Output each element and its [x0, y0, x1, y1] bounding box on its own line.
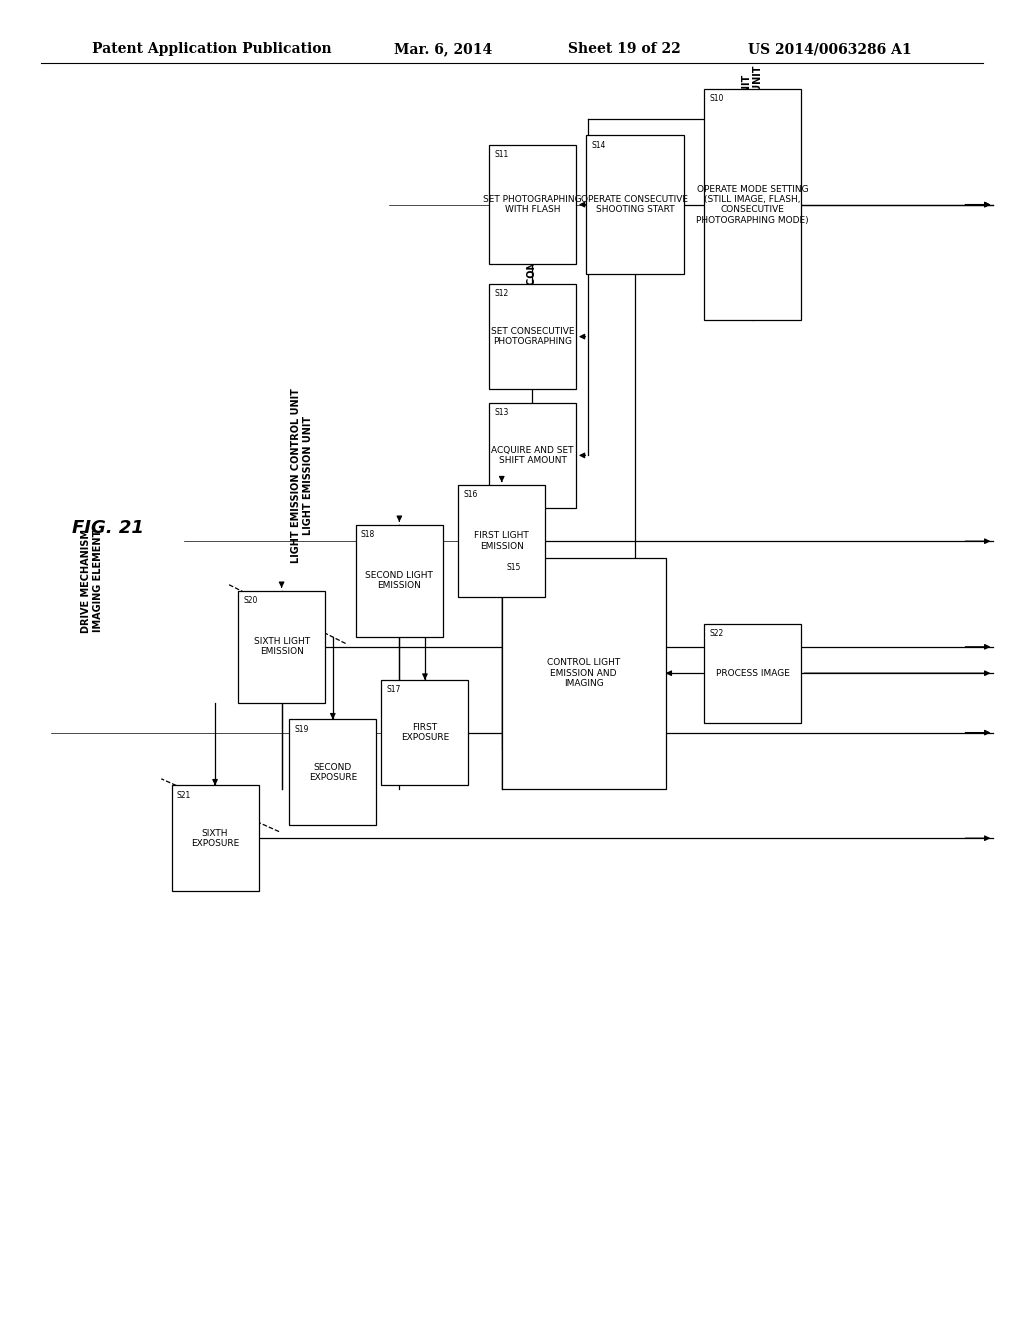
- Text: S22: S22: [709, 630, 723, 638]
- FancyBboxPatch shape: [356, 524, 443, 636]
- Text: OPERATE CONSECUTIVE
SHOOTING START: OPERATE CONSECUTIVE SHOOTING START: [582, 195, 688, 214]
- Text: S13: S13: [495, 408, 509, 417]
- FancyBboxPatch shape: [290, 719, 377, 825]
- FancyBboxPatch shape: [502, 558, 666, 789]
- FancyBboxPatch shape: [381, 680, 469, 785]
- Text: S15: S15: [507, 564, 521, 572]
- Text: S20: S20: [244, 597, 258, 605]
- Text: SECOND LIGHT
EMISSION: SECOND LIGHT EMISSION: [366, 572, 433, 590]
- Text: FIRST
EXPOSURE: FIRST EXPOSURE: [400, 723, 450, 742]
- Text: SET PHOTOGRAPHING
WITH FLASH: SET PHOTOGRAPHING WITH FLASH: [483, 195, 582, 214]
- Text: FIRST LIGHT
EMISSION: FIRST LIGHT EMISSION: [474, 532, 529, 550]
- Text: Mar. 6, 2014: Mar. 6, 2014: [394, 42, 493, 57]
- Text: S10: S10: [709, 95, 724, 103]
- FancyBboxPatch shape: [459, 486, 545, 597]
- Text: FIG. 21: FIG. 21: [72, 519, 143, 537]
- Text: S17: S17: [387, 685, 401, 694]
- FancyBboxPatch shape: [489, 284, 575, 389]
- FancyBboxPatch shape: [705, 624, 801, 722]
- Text: Patent Application Publication: Patent Application Publication: [92, 42, 332, 57]
- Text: S19: S19: [295, 725, 309, 734]
- FancyBboxPatch shape: [238, 591, 326, 702]
- FancyBboxPatch shape: [489, 403, 575, 508]
- Text: CONTROL UNIT: CONTROL UNIT: [527, 203, 538, 285]
- Text: S18: S18: [361, 529, 375, 539]
- FancyBboxPatch shape: [586, 135, 684, 275]
- Text: US 2014/0063286 A1: US 2014/0063286 A1: [748, 42, 911, 57]
- Text: S11: S11: [495, 150, 508, 160]
- Text: SECOND
EXPOSURE: SECOND EXPOSURE: [308, 763, 357, 781]
- Text: S12: S12: [495, 289, 508, 298]
- FancyBboxPatch shape: [705, 90, 801, 321]
- Text: PROCESS IMAGE: PROCESS IMAGE: [716, 669, 790, 677]
- Text: S14: S14: [592, 141, 606, 149]
- Text: DRIVE MECHANISM
IMAGING ELEMENT: DRIVE MECHANISM IMAGING ELEMENT: [81, 529, 103, 632]
- FancyBboxPatch shape: [171, 785, 258, 891]
- Text: S21: S21: [176, 791, 190, 800]
- Text: CONTROL LIGHT
EMISSION AND
IMAGING: CONTROL LIGHT EMISSION AND IMAGING: [547, 659, 621, 688]
- Text: SET CONSECUTIVE
PHOTOGRAPHING: SET CONSECUTIVE PHOTOGRAPHING: [490, 327, 574, 346]
- Text: SIXTH LIGHT
EMISSION: SIXTH LIGHT EMISSION: [254, 638, 309, 656]
- Text: OPERATE MODE SETTING
(STILL IMAGE, FLASH,
CONSECUTIVE
PHOTOGRAPHING MODE): OPERATE MODE SETTING (STILL IMAGE, FLASH…: [696, 185, 809, 224]
- Text: S16: S16: [463, 491, 478, 499]
- Text: Sheet 19 of 22: Sheet 19 of 22: [568, 42, 681, 57]
- Text: DISPLAY UNIT
OPERATION UNIT: DISPLAY UNIT OPERATION UNIT: [741, 66, 764, 158]
- Text: ACQUIRE AND SET
SHIFT AMOUNT: ACQUIRE AND SET SHIFT AMOUNT: [492, 446, 573, 465]
- Text: SIXTH
EXPOSURE: SIXTH EXPOSURE: [190, 829, 240, 847]
- FancyBboxPatch shape: [489, 145, 575, 264]
- Text: LIGHT EMISSION CONTROL UNIT
LIGHT EMISSION UNIT: LIGHT EMISSION CONTROL UNIT LIGHT EMISSI…: [291, 388, 313, 562]
